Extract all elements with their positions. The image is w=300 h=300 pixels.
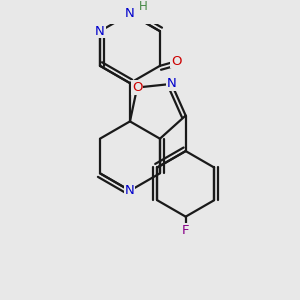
Text: O: O xyxy=(171,55,181,68)
Text: N: N xyxy=(125,184,135,197)
Text: H: H xyxy=(139,0,148,13)
Text: N: N xyxy=(125,8,135,20)
Text: N: N xyxy=(95,25,105,38)
Text: F: F xyxy=(182,224,189,237)
Text: N: N xyxy=(167,77,176,90)
Text: O: O xyxy=(132,81,142,94)
